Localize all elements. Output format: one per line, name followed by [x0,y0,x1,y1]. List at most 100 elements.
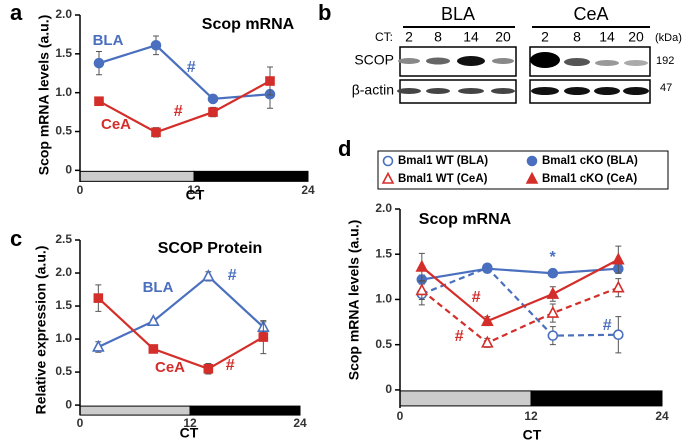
lane-label: 8 [573,29,581,45]
phase-bar [530,390,663,407]
size-label: 47 [660,82,672,94]
annotation: * [549,249,556,266]
y-tick-label: 2.5 [55,232,72,246]
marker [382,155,394,167]
annotation: # [603,317,612,334]
marker [415,283,429,296]
x-axis-label: CT [523,427,542,443]
annotation: # [228,267,237,284]
band [564,58,590,66]
row-label: β-actin [352,82,394,98]
x-tick-label: 24 [301,183,315,197]
panel-letter: d [338,136,351,161]
marker [208,107,218,117]
series-label: BLA [93,32,124,49]
y-tick-label: 1.0 [55,85,72,99]
x-tick-label: 0 [77,416,84,430]
marker [147,314,160,327]
band [426,88,450,94]
marker [207,93,219,105]
marker [92,339,105,352]
chart-title: Scop mRNA [419,211,512,228]
y-tick-label: 1.5 [55,46,72,60]
y-tick-label: 0.5 [55,364,72,378]
marker [547,330,559,341]
y-tick-label: 1.5 [375,246,392,260]
region-label: CeA [573,4,608,24]
y-tick-label: 0 [65,163,72,177]
marker [148,344,159,354]
marker [202,269,215,282]
marker [525,171,539,184]
lane-label: 8 [434,29,442,45]
y-tick-label: 1.0 [55,331,72,345]
lane-label: 2 [541,29,549,45]
marker [94,96,104,107]
chart-title: Scop mRNA [202,16,295,33]
x-axis-label: CT [186,187,205,203]
size-label: 192 [656,55,674,67]
y-tick-label: 0.5 [55,124,72,138]
blot: b BLA CeA CT: 2 8 14 20 2 8 14 20 (kDa) … [318,0,682,104]
series-line [97,274,265,348]
legend-label: Bmal1 cKO (CeA) [542,173,637,185]
unit-label: (kDa) [655,32,682,44]
annotation: # [226,357,235,374]
band [458,88,484,94]
y-tick-label: 2.0 [55,265,72,279]
marker [415,259,429,272]
marker [481,313,494,326]
phase-bar [399,390,532,407]
marker [613,329,624,341]
blot-box [529,79,651,104]
band [457,56,485,66]
marker [547,267,559,279]
band [397,88,421,94]
lane-label: 2 [405,29,413,45]
row-label: SCOP [354,52,394,68]
band [491,88,515,94]
y-tick-label: 0 [385,382,392,396]
annotation: # [455,328,464,345]
marker [93,57,105,69]
marker [526,155,538,167]
marker [93,293,104,303]
phase-bar [189,405,301,416]
legend-label: Bmal1 WT (BLA) [398,155,488,167]
series-label: CeA [155,359,185,376]
phase-bar [193,170,309,182]
lane-label: 14 [463,29,479,45]
annotation: # [472,289,481,306]
band [594,87,620,95]
y-axis-label: Scop mRNA levels (a.u.) [346,220,362,381]
marker [203,363,214,374]
legend-label: Bmal1 WT (CeA) [398,173,488,185]
panel-letter: a [10,0,23,25]
x-tick-label: 0 [397,409,404,423]
series-line [421,286,619,345]
chart-title: SCOP Protein [158,240,263,257]
series-label: CeA [101,116,131,133]
lane-label: 20 [628,29,644,45]
chart: 0 0.5 1.0 1.5 2.0 2.5 0 12 24 SCOP Protein c CT Rela… [10,226,307,441]
band [531,87,559,95]
annotation: # [187,59,196,76]
lane-label: 14 [599,29,615,45]
band [623,87,649,95]
x-tick-label: 12 [524,409,538,423]
legend-label: Bmal1 cKO (BLA) [542,155,638,167]
region-label: BLA [441,4,475,24]
y-tick-label: 2.0 [375,201,392,215]
chart: 0 0.5 1.0 1.5 2.0 0 12 24 Scop mRNA d CT Scop mRNA … [338,136,669,443]
marker [150,39,162,51]
marker [258,332,269,342]
marker [612,280,625,293]
phase-bar [79,405,191,416]
y-tick-label: 1.0 [375,292,392,306]
marker [546,286,560,299]
band [398,58,420,64]
series-line [98,80,271,134]
marker [612,252,625,265]
band [564,87,590,95]
